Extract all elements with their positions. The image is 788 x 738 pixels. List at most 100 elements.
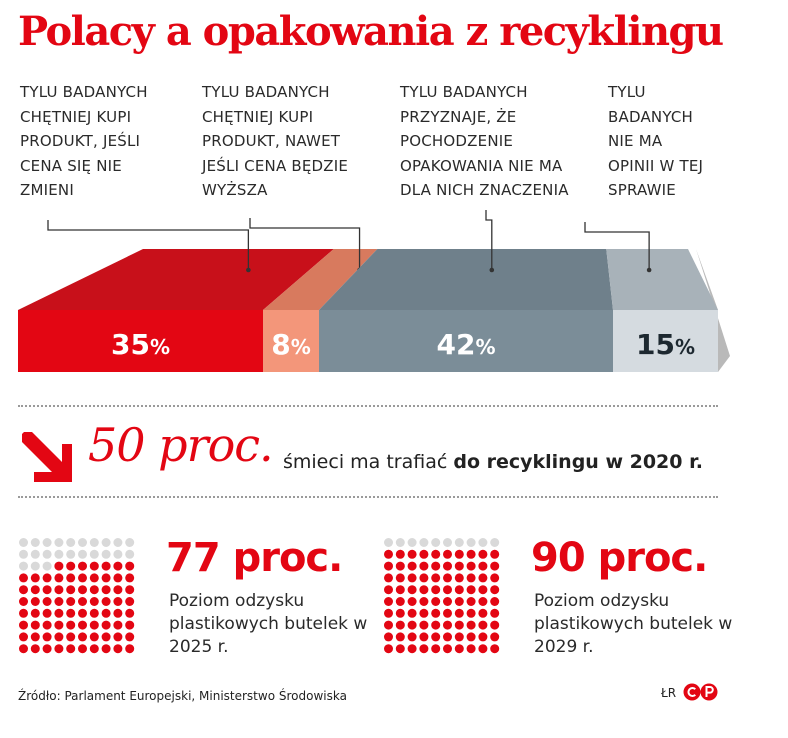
dot-empty	[30, 561, 40, 571]
dot-filled	[66, 573, 76, 583]
dot-grid-2029	[384, 538, 500, 654]
dot-filled	[113, 608, 123, 618]
dot-filled	[89, 644, 99, 654]
dot-filled	[42, 632, 52, 642]
dot-filled	[125, 620, 135, 630]
dot-empty	[19, 549, 28, 559]
bar-top-2	[263, 249, 378, 310]
dot-filled	[431, 644, 441, 654]
dot-filled	[101, 597, 111, 606]
dot-filled	[54, 644, 64, 654]
dot-filled	[419, 608, 429, 618]
dot-filled	[66, 597, 76, 606]
dot-filled	[395, 585, 405, 595]
dot-filled	[89, 561, 99, 571]
dot-filled	[454, 549, 464, 559]
dot-filled	[407, 561, 417, 571]
author-credit: ŁR	[661, 686, 677, 700]
dot-filled	[407, 608, 417, 618]
dot-filled	[384, 585, 393, 595]
dot-filled	[101, 585, 111, 595]
dot-filled	[443, 632, 452, 642]
dot-filled	[395, 573, 405, 583]
dot-filled	[384, 573, 393, 583]
dot-filled	[407, 573, 417, 583]
dot-filled	[466, 585, 476, 595]
dot-filled	[30, 585, 40, 595]
dot-filled	[89, 632, 99, 642]
dot-filled	[431, 561, 441, 571]
dot-filled	[466, 644, 476, 654]
bar-top-4	[606, 249, 718, 310]
dot-filled	[419, 620, 429, 630]
segment-label-1: TYLU BADANYCH CHĘTNIEJ KUPI PRODUKT, JEŚLI…	[20, 83, 148, 199]
target-percent: 50 proc.	[88, 418, 274, 472]
dot-empty	[384, 538, 393, 547]
dot-filled	[54, 585, 64, 595]
dot-filled	[19, 620, 28, 630]
dot-filled	[101, 620, 111, 630]
dot-empty	[466, 538, 476, 547]
dot-empty	[113, 538, 123, 547]
dot-filled	[78, 620, 87, 630]
dot-filled	[407, 585, 417, 595]
bar-segment-2	[263, 310, 319, 372]
stacked-bar-chart: 35% 8% 42% 15%	[18, 210, 730, 372]
dot-filled	[431, 573, 441, 583]
dot-empty	[54, 549, 64, 559]
dot-empty	[30, 538, 40, 547]
dot-filled	[30, 573, 40, 583]
dot-filled	[431, 620, 441, 630]
dot-filled	[431, 632, 441, 642]
dot-filled	[431, 585, 441, 595]
dot-filled	[478, 561, 488, 571]
dot-filled	[443, 573, 452, 583]
dot-filled	[443, 620, 452, 630]
dot-filled	[395, 620, 405, 630]
dot-filled	[101, 573, 111, 583]
dot-filled	[478, 608, 488, 618]
dot-filled	[384, 644, 393, 654]
dot-filled	[478, 573, 488, 583]
dot-empty	[478, 538, 488, 547]
dot-empty	[89, 538, 99, 547]
dot-filled	[395, 632, 405, 642]
dot-filled	[30, 608, 40, 618]
dot-filled	[490, 620, 500, 630]
leader-dot-1	[246, 267, 251, 273]
bar-segment-4	[613, 310, 718, 372]
dot-grid-2025	[19, 538, 135, 654]
dot-empty	[78, 538, 87, 547]
dot-empty	[125, 549, 135, 559]
bar-value-3: 42%	[436, 328, 495, 361]
dot-filled	[113, 561, 123, 571]
dot-filled	[490, 585, 500, 595]
dot-filled	[490, 561, 500, 571]
bar-value-1: 35%	[111, 328, 170, 361]
dot-empty	[431, 538, 441, 547]
dot-filled	[466, 597, 476, 606]
copyright-logo-icon	[683, 683, 718, 701]
bar-segment-1	[18, 310, 263, 372]
divider-top	[18, 405, 718, 407]
dot-filled	[384, 561, 393, 571]
leader-line-3	[485, 210, 493, 269]
source-note: Źródło: Parlament Europejski, Ministerst…	[18, 689, 347, 703]
dot-empty	[66, 538, 76, 547]
dot-filled	[384, 608, 393, 618]
dot-filled	[419, 585, 429, 595]
dot-filled	[431, 549, 441, 559]
dot-filled	[30, 644, 40, 654]
dot-filled	[478, 632, 488, 642]
dot-filled	[419, 632, 429, 642]
dot-filled	[66, 620, 76, 630]
dot-filled	[125, 632, 135, 642]
dot-filled	[478, 585, 488, 595]
dot-filled	[78, 632, 87, 642]
target-text: śmieci ma trafiać do recyklingu w 2020 r…	[283, 451, 703, 473]
dot-empty	[54, 538, 64, 547]
dot-filled	[89, 620, 99, 630]
dot-filled	[66, 585, 76, 595]
dot-filled	[431, 597, 441, 606]
arrow-down-right-icon	[22, 432, 72, 482]
